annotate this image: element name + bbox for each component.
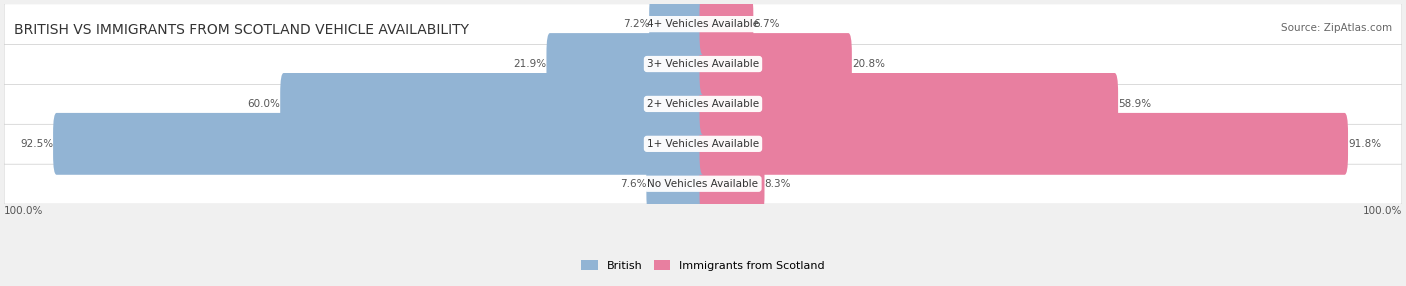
Text: No Vehicles Available: No Vehicles Available [648,179,758,189]
FancyBboxPatch shape [53,113,706,175]
FancyBboxPatch shape [4,44,1402,84]
FancyBboxPatch shape [700,153,765,215]
FancyBboxPatch shape [647,153,706,215]
Text: 4+ Vehicles Available: 4+ Vehicles Available [647,19,759,29]
Text: 58.9%: 58.9% [1118,99,1152,109]
Text: 1+ Vehicles Available: 1+ Vehicles Available [647,139,759,149]
Text: 92.5%: 92.5% [20,139,53,149]
FancyBboxPatch shape [4,163,1402,204]
Text: 7.2%: 7.2% [623,19,650,29]
Text: 7.6%: 7.6% [620,179,647,189]
FancyBboxPatch shape [700,73,1118,135]
Text: 100.0%: 100.0% [4,206,44,216]
FancyBboxPatch shape [700,113,1348,175]
FancyBboxPatch shape [547,33,706,95]
Text: 60.0%: 60.0% [247,99,280,109]
Text: 2+ Vehicles Available: 2+ Vehicles Available [647,99,759,109]
FancyBboxPatch shape [4,4,1402,45]
Text: Source: ZipAtlas.com: Source: ZipAtlas.com [1281,23,1392,33]
Text: 21.9%: 21.9% [513,59,547,69]
FancyBboxPatch shape [650,0,706,55]
Text: 6.7%: 6.7% [754,19,780,29]
Text: 3+ Vehicles Available: 3+ Vehicles Available [647,59,759,69]
FancyBboxPatch shape [700,0,754,55]
FancyBboxPatch shape [700,33,852,95]
Text: 91.8%: 91.8% [1348,139,1381,149]
Text: 100.0%: 100.0% [1362,206,1402,216]
Text: 8.3%: 8.3% [765,179,792,189]
FancyBboxPatch shape [280,73,706,135]
FancyBboxPatch shape [4,84,1402,124]
Text: BRITISH VS IMMIGRANTS FROM SCOTLAND VEHICLE AVAILABILITY: BRITISH VS IMMIGRANTS FROM SCOTLAND VEHI… [14,23,470,37]
Legend: British, Immigrants from Scotland: British, Immigrants from Scotland [578,257,828,274]
FancyBboxPatch shape [4,124,1402,164]
Text: 20.8%: 20.8% [852,59,884,69]
